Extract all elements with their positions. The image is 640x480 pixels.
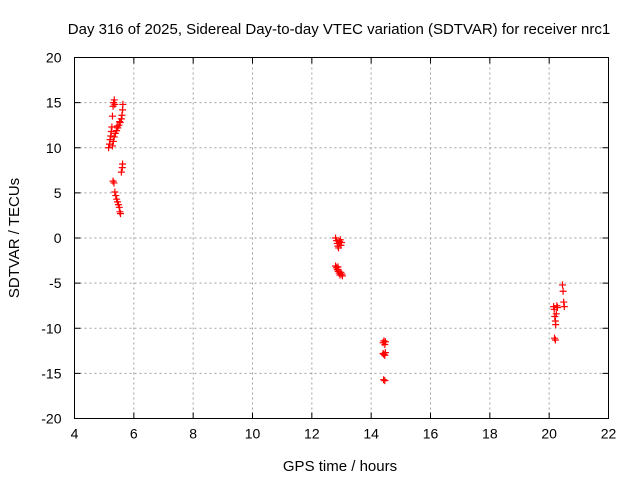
data-point [108, 123, 116, 131]
data-point [338, 239, 345, 247]
x-tick-label: 10 [245, 426, 261, 442]
data-point [552, 310, 560, 318]
x-tick-label: 20 [541, 426, 557, 442]
data-point [119, 100, 127, 108]
data-point [109, 177, 117, 185]
data-point [381, 377, 389, 385]
data-point [113, 122, 121, 130]
data-point [559, 287, 567, 295]
plot-frame [74, 57, 609, 419]
data-point [552, 321, 560, 329]
data-point [551, 336, 559, 344]
x-tick-label: 6 [130, 426, 138, 442]
y-tick-label: -10 [41, 320, 61, 336]
data-series [105, 96, 568, 385]
data-point [338, 272, 346, 280]
grid-lines [74, 57, 609, 419]
x-tick-label: 18 [482, 426, 498, 442]
y-tick-label: 10 [46, 140, 62, 156]
data-point [109, 137, 117, 145]
data-point [116, 210, 124, 218]
x-tick-label: 4 [71, 426, 79, 442]
x-tick-label: 22 [601, 426, 617, 442]
data-point [116, 118, 124, 126]
y-tick-label: 20 [46, 50, 62, 66]
data-point [560, 303, 568, 311]
data-point [111, 188, 119, 196]
y-tick-label: 0 [54, 230, 62, 246]
y-tick-label: 15 [46, 95, 62, 111]
data-point [334, 263, 342, 271]
data-point [553, 303, 561, 311]
data-point [108, 142, 116, 150]
chart-title: Day 316 of 2025, Sidereal Day-to-day VTE… [68, 21, 610, 38]
data-point [105, 144, 113, 152]
y-tick-label: -20 [41, 411, 61, 427]
data-point [380, 376, 388, 384]
data-point [380, 337, 388, 345]
data-point [112, 192, 120, 200]
data-point [381, 338, 389, 346]
data-point [108, 112, 116, 120]
data-point [117, 168, 125, 176]
x-tick-label: 14 [363, 426, 379, 442]
tick-labels: 4 6 8 10 12 14 16 18 20 22 -20 -15 -10 -5 0 5 10 15 20 [41, 50, 616, 442]
data-point [111, 100, 119, 108]
y-axis-label: SDTVAR / TECUs [6, 178, 23, 298]
data-point [551, 334, 559, 342]
x-tick-label: 12 [304, 426, 320, 442]
x-axis-label: GPS time / hours [283, 458, 397, 475]
data-point [110, 179, 118, 187]
x-tick-label: 8 [189, 426, 197, 442]
data-point [110, 133, 118, 141]
x-tick-label: 16 [423, 426, 439, 442]
data-point [119, 160, 127, 168]
data-point [380, 350, 388, 358]
data-point [559, 281, 567, 289]
data-point [381, 349, 389, 357]
y-tick-label: -15 [41, 365, 61, 381]
y-tick-label: 5 [54, 185, 62, 201]
y-tick-label: -5 [49, 275, 62, 291]
